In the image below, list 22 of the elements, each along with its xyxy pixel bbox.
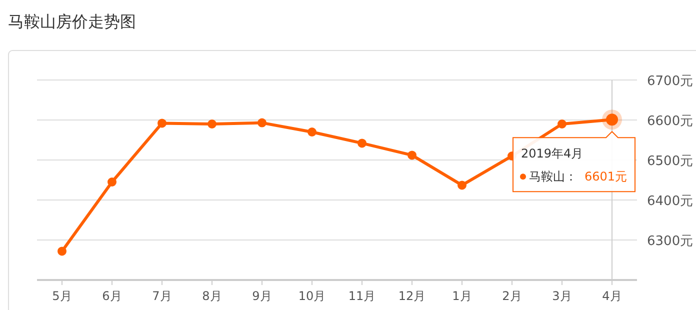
y-tick-label: 6400元 (647, 194, 694, 209)
x-tick-label: 9月 (252, 289, 272, 303)
annotation: 2019年4月 (521, 146, 584, 161)
y-tick-label: 6300元 (647, 234, 694, 249)
annotation: 6601元 (584, 170, 627, 184)
y-tick-label: 6600元 (647, 114, 694, 129)
y-tick-label: 6700元 (647, 74, 694, 89)
x-tick-label: 12月 (398, 289, 426, 303)
x-tick-label: 8月 (202, 289, 222, 303)
x-tick-label: 1月 (452, 289, 472, 303)
x-tick-label: 5月 (52, 289, 72, 303)
chart-title: 马鞍山房价走势图 (8, 12, 136, 31)
annotation: 马鞍山： (529, 170, 577, 184)
x-tick-label: 4月 (602, 289, 622, 303)
x-tick-label: 6月 (102, 289, 122, 303)
x-tick-label: 11月 (348, 289, 376, 303)
x-tick-label: 3月 (552, 289, 572, 303)
picture-tooltip: 2019年4月 马鞍山： 6601元 (512, 130, 636, 192)
x-tick-label: 7月 (152, 289, 172, 303)
x-tick-label: 10月 (298, 289, 326, 303)
x-tick-label: 2月 (502, 289, 522, 303)
y-tick-label: 6500元 (647, 154, 694, 169)
